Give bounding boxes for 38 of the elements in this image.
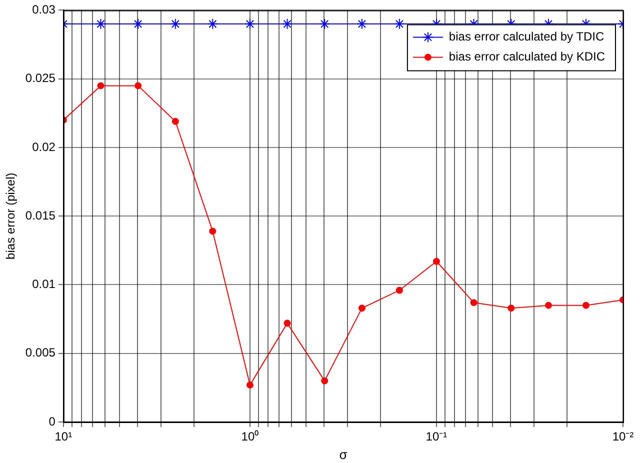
x-tick-label: 10⁰ <box>241 430 259 444</box>
point <box>132 18 144 30</box>
point <box>95 18 106 30</box>
y-tick-label: 0.015 <box>25 208 56 222</box>
y-tick-label: 0 <box>48 414 56 428</box>
point <box>284 320 291 327</box>
point <box>207 18 218 30</box>
point <box>394 18 405 30</box>
x-tick-label: 10⁻² <box>612 430 634 444</box>
point <box>356 18 368 30</box>
y-axis-title: bias error (pixel) <box>4 172 18 260</box>
legend-label: bias error calculated by KDIC <box>448 50 606 64</box>
point <box>358 304 366 312</box>
y-tick-label: 0.01 <box>32 277 56 292</box>
point <box>172 118 179 125</box>
point <box>282 18 293 30</box>
point <box>170 18 181 30</box>
y-tick-label: 0.03 <box>32 2 56 17</box>
point <box>396 286 403 294</box>
x-tick-label: 10¹ <box>54 430 72 444</box>
point <box>582 302 590 309</box>
point <box>544 302 552 309</box>
y-tick-label: 0.02 <box>32 140 56 154</box>
point <box>470 299 478 306</box>
point <box>321 377 328 384</box>
y-tick-label: 0.005 <box>25 346 56 360</box>
point <box>209 228 216 235</box>
x-axis-title: σ <box>339 446 348 462</box>
point <box>246 381 254 388</box>
point <box>97 82 104 90</box>
point <box>432 258 440 265</box>
point <box>244 18 256 30</box>
x-tick-label: 10⁻¹ <box>426 430 448 444</box>
y-tick-label: 0.025 <box>25 71 56 86</box>
point <box>319 18 330 30</box>
point <box>508 304 515 312</box>
legend-label: bias error calculated by TDIC <box>448 30 604 44</box>
point <box>134 82 142 90</box>
